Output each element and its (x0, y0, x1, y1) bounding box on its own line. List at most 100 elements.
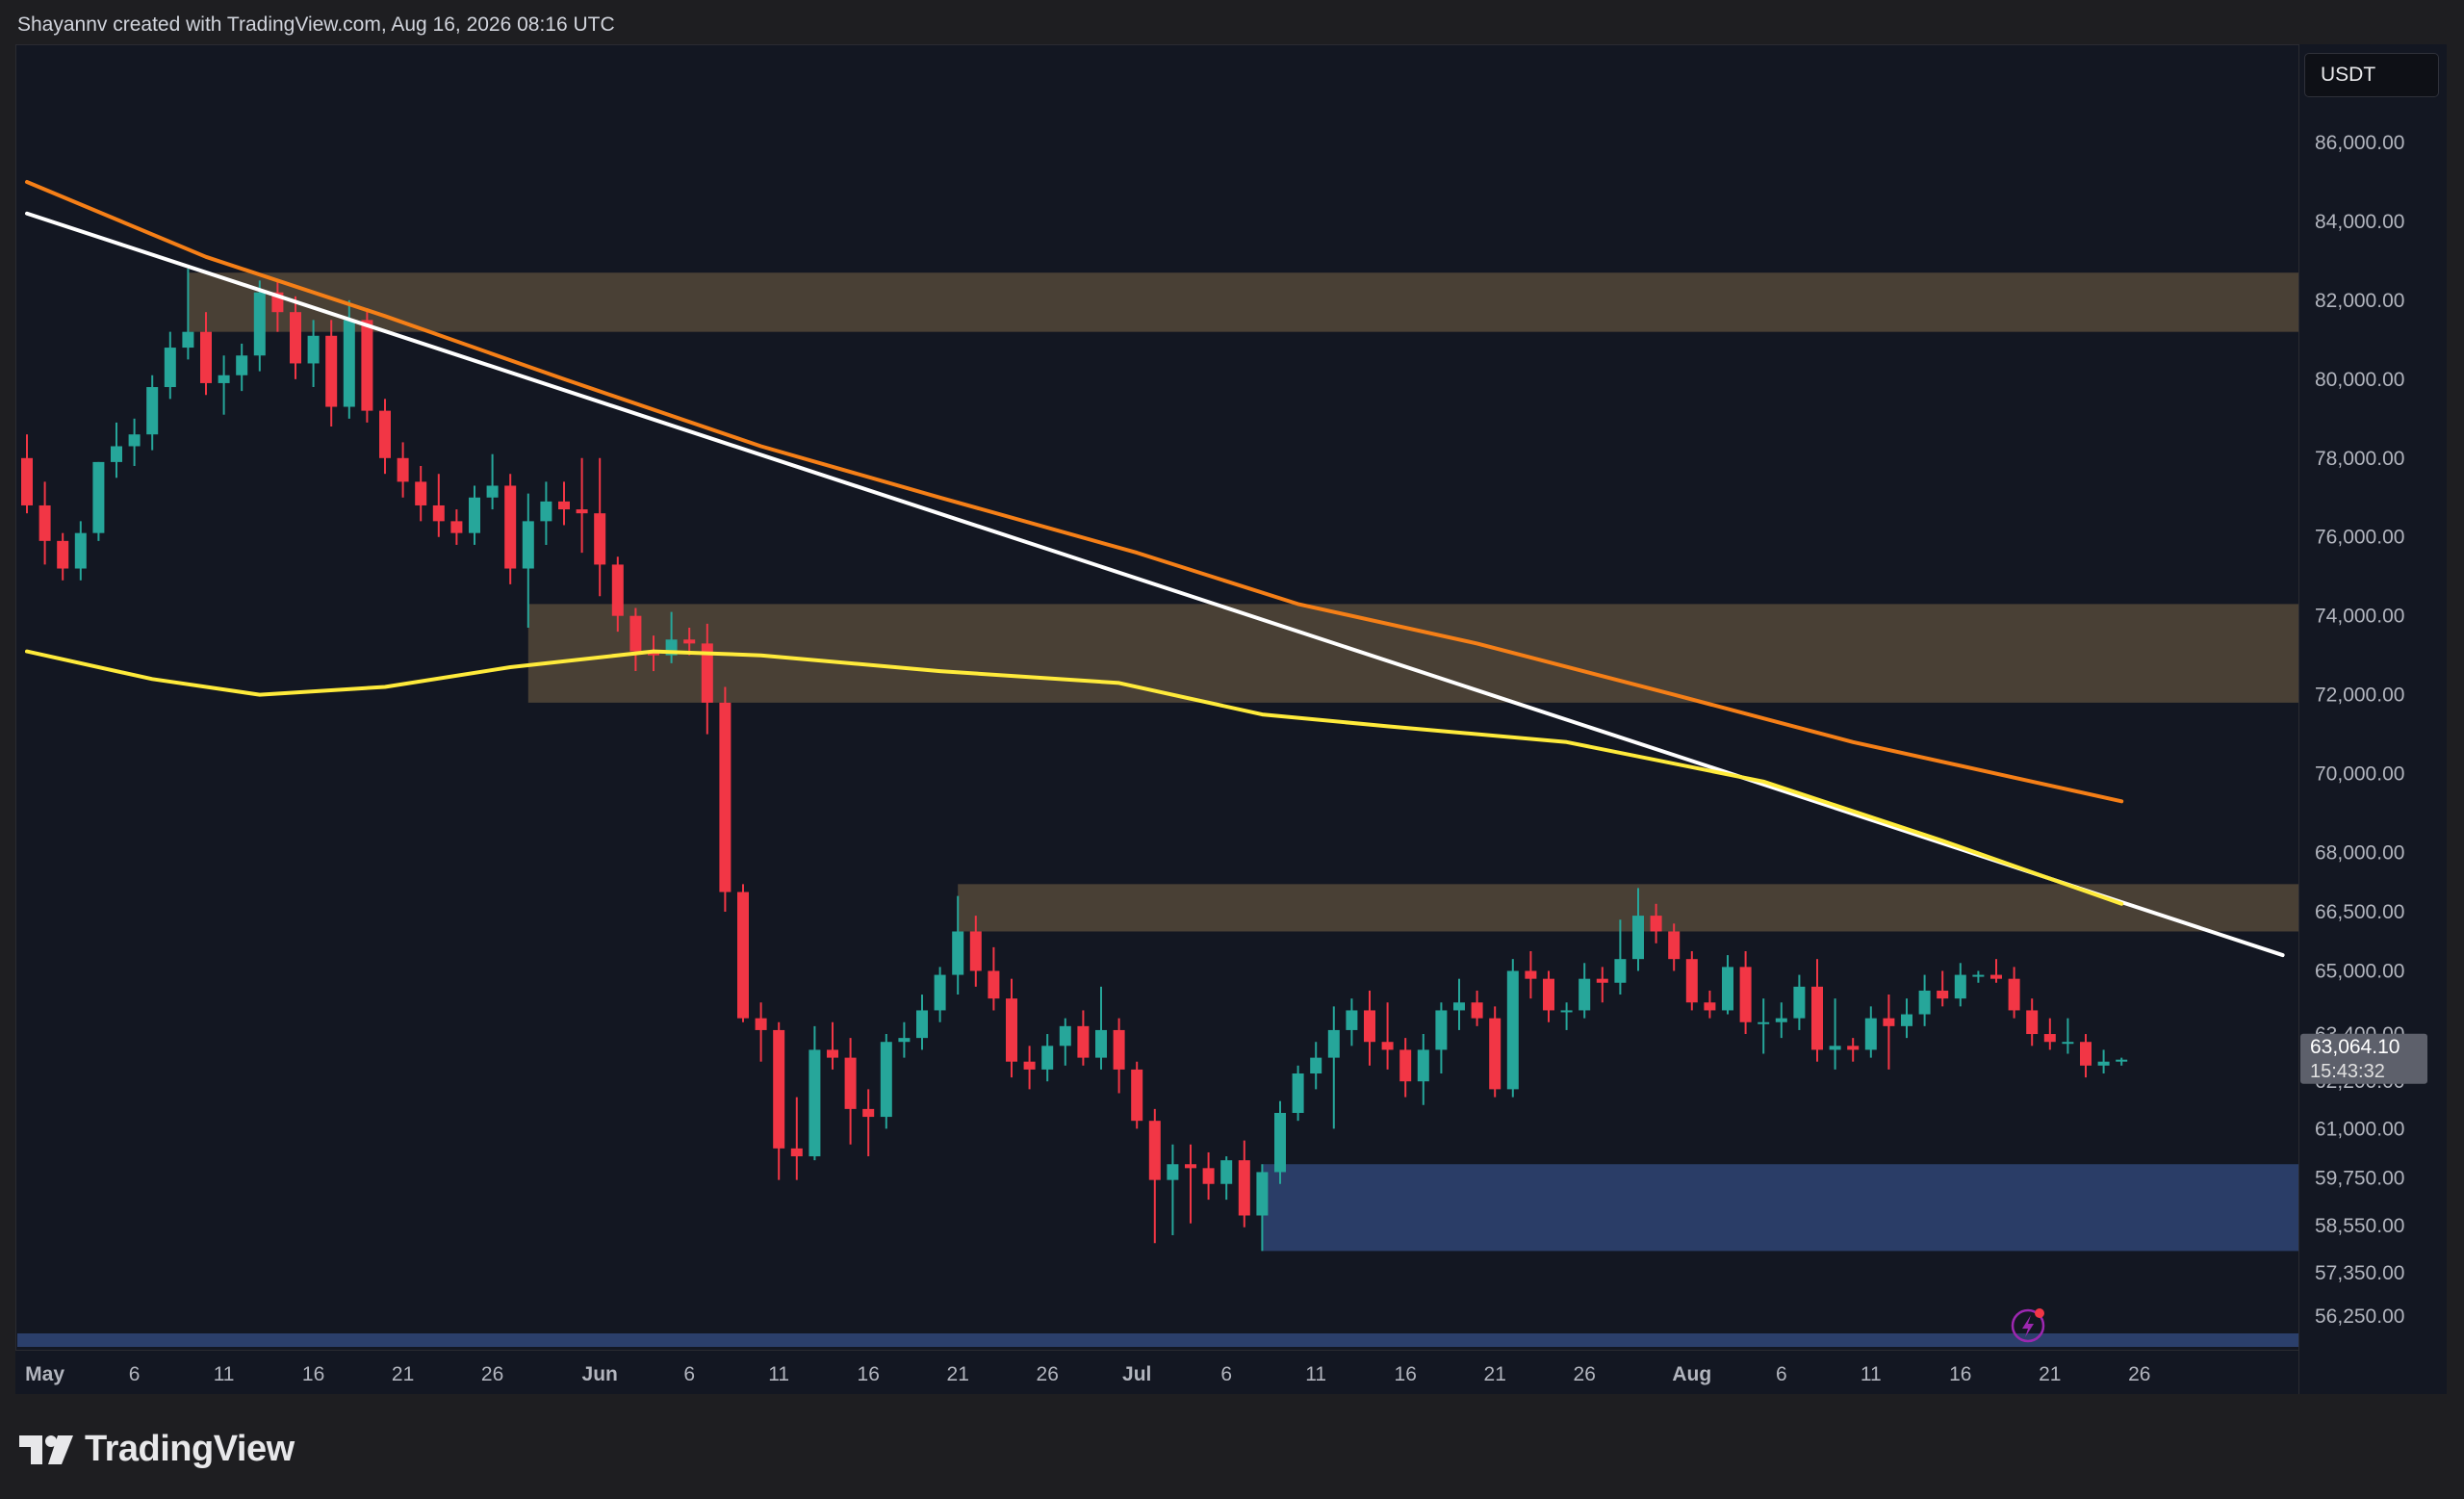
candle[interactable] (1059, 1018, 1071, 1066)
candle[interactable] (2026, 998, 2039, 1047)
candle[interactable] (611, 556, 624, 633)
candle[interactable] (450, 509, 463, 545)
lightning-alert-icon[interactable] (2011, 1308, 2045, 1343)
candle[interactable] (629, 607, 642, 672)
candle[interactable] (1381, 1002, 1394, 1070)
candle[interactable] (1758, 998, 1770, 1054)
candle[interactable] (92, 461, 105, 541)
descending-trendline[interactable] (25, 211, 2285, 958)
candle[interactable] (862, 1089, 875, 1157)
moving-average-yellow[interactable] (25, 649, 2124, 906)
candle[interactable] (397, 442, 409, 498)
moving-average-orange[interactable] (25, 180, 2124, 804)
candle[interactable] (1417, 1034, 1429, 1105)
candle[interactable] (1972, 970, 1985, 983)
candle[interactable] (1543, 970, 1554, 1022)
candle[interactable] (1937, 970, 1949, 1007)
candle[interactable] (540, 481, 552, 545)
candle[interactable] (1220, 1156, 1233, 1201)
candle[interactable] (1560, 1002, 1573, 1030)
candle[interactable] (432, 474, 445, 537)
candle[interactable] (1131, 1061, 1143, 1129)
candle[interactable] (916, 995, 928, 1050)
candle[interactable] (719, 686, 732, 913)
candle[interactable] (2080, 1034, 2092, 1078)
candle[interactable] (2062, 1018, 2074, 1054)
time-scale[interactable] (15, 1350, 2298, 1394)
candle[interactable] (57, 532, 69, 581)
candle[interactable] (934, 967, 946, 1022)
candle[interactable] (648, 635, 659, 672)
demand-zone[interactable] (1262, 1164, 2298, 1252)
candle[interactable] (218, 355, 230, 415)
candle[interactable] (1901, 998, 1912, 1039)
candle[interactable] (415, 465, 427, 522)
candle[interactable] (1041, 1034, 1054, 1082)
candle[interactable] (1471, 990, 1483, 1026)
candle[interactable] (701, 623, 713, 735)
candle[interactable] (1148, 1108, 1161, 1244)
candle[interactable] (1238, 1140, 1250, 1228)
candle[interactable] (1453, 978, 1465, 1030)
candle[interactable] (1829, 998, 1841, 1070)
candle[interactable] (1704, 990, 1716, 1019)
candle[interactable] (558, 481, 570, 526)
supply-zone[interactable] (188, 272, 2298, 332)
candle[interactable] (200, 312, 212, 396)
candle[interactable] (111, 422, 122, 478)
candle[interactable] (773, 1021, 785, 1180)
candle[interactable] (1399, 1038, 1412, 1098)
candle[interactable] (379, 399, 391, 475)
candle[interactable] (1632, 888, 1644, 971)
candle[interactable] (1006, 978, 1017, 1078)
candle[interactable] (1650, 903, 1662, 943)
candle[interactable] (2116, 1057, 2128, 1066)
candle[interactable] (1525, 950, 1537, 999)
candle[interactable] (1256, 1164, 1269, 1252)
candle[interactable] (808, 1025, 821, 1161)
candle[interactable] (594, 457, 606, 597)
candle[interactable] (844, 1038, 857, 1145)
candle[interactable] (469, 485, 480, 545)
candle[interactable] (1918, 974, 1931, 1026)
candle[interactable] (307, 320, 320, 388)
candle[interactable] (1274, 1100, 1286, 1184)
supply-zone[interactable] (527, 604, 2298, 703)
candle[interactable] (898, 1021, 911, 1058)
candle[interactable] (146, 375, 159, 451)
candle[interactable] (504, 474, 517, 584)
candle[interactable] (1435, 1002, 1448, 1074)
candle[interactable] (2008, 967, 2020, 1019)
candle[interactable] (1668, 923, 1681, 971)
price-scale[interactable] (2298, 44, 2447, 1394)
candle[interactable] (1202, 1151, 1215, 1201)
candle[interactable] (2097, 1049, 2110, 1074)
candle[interactable] (1811, 959, 1823, 1062)
candle[interactable] (1990, 959, 2002, 983)
candle[interactable] (1954, 963, 1966, 1007)
candle[interactable] (952, 895, 964, 995)
candle[interactable] (38, 481, 51, 565)
candle[interactable] (1685, 950, 1698, 1011)
candle[interactable] (988, 946, 1000, 1011)
candle[interactable] (1346, 998, 1358, 1047)
candle[interactable] (827, 1021, 838, 1070)
candle[interactable] (290, 296, 301, 379)
candle[interactable] (74, 521, 87, 581)
candle[interactable] (1185, 1144, 1196, 1224)
candle[interactable] (1578, 963, 1591, 1019)
candle[interactable] (737, 884, 749, 1022)
candle[interactable] (1023, 1046, 1036, 1090)
candle[interactable] (576, 457, 588, 554)
candle[interactable] (522, 493, 534, 628)
candle[interactable] (1327, 1006, 1340, 1129)
candle[interactable] (683, 627, 696, 656)
candle[interactable] (164, 331, 176, 400)
candle[interactable] (969, 916, 982, 987)
last-price-label[interactable] (2300, 1033, 2427, 1084)
candle[interactable] (236, 343, 248, 392)
candle[interactable] (1489, 1006, 1502, 1098)
candle[interactable] (1864, 1006, 1877, 1058)
candle[interactable] (1167, 1144, 1179, 1236)
candle[interactable] (790, 1097, 803, 1180)
